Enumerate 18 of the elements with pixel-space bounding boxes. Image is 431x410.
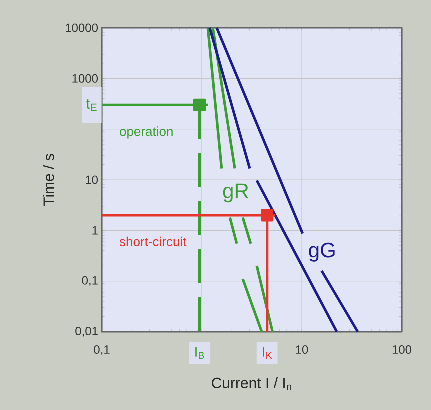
x-tick-label: 10 [296,346,308,354]
series-label: operation [120,126,173,139]
y-tick-label: 0,1 [82,276,98,286]
y-tick-label: t$_{E}$ [86,99,97,112]
series-label: gG [309,242,335,262]
x-tick-label: I$_{K}$ [263,347,272,359]
y-tick-label: 1000 [72,74,98,83]
x-tick-label: I$_{B}$ [196,347,204,359]
y-axis-title: Time / s [43,154,54,206]
series-label: short-circuit [120,236,187,246]
y-tick-label: 1 [92,226,98,235]
series-label: gR [223,184,248,203]
x-tick-label: 100 [392,346,412,354]
y-tick-label: 10 [86,176,98,184]
x-tick-label: 0,1 [94,346,110,356]
y-tick-label: 10000 [66,24,98,32]
x-axis-title: Current I / I$_{n}$ [212,377,292,390]
y-tick-label: 0,01 [76,327,98,337]
